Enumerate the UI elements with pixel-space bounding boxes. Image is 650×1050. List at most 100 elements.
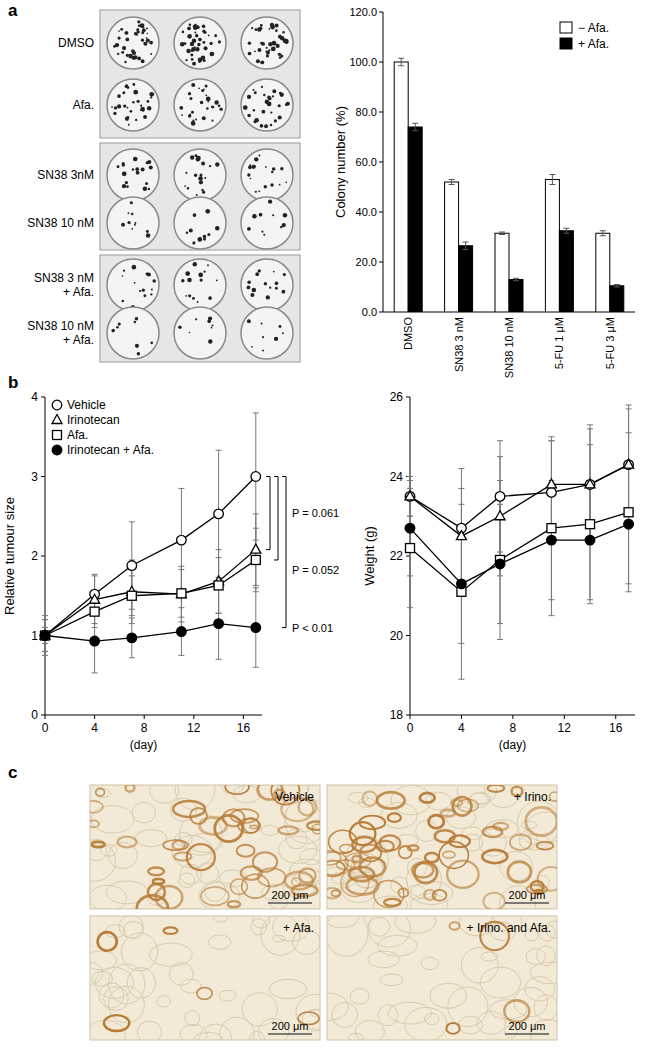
scale-bar (505, 902, 549, 904)
tissue (157, 996, 171, 1007)
colony (251, 346, 253, 348)
stain (398, 888, 408, 897)
colony (215, 226, 219, 230)
error-bar (398, 58, 404, 66)
colony (196, 25, 200, 29)
colony (211, 106, 214, 109)
point (586, 520, 595, 529)
colony (149, 92, 154, 97)
y-tick-label: 120.0 (349, 6, 377, 18)
error-bar (563, 228, 569, 233)
colony (263, 94, 265, 96)
colony (274, 337, 278, 341)
colony (255, 191, 257, 193)
plate-photo (100, 10, 300, 138)
tissue (380, 974, 403, 986)
point (585, 479, 595, 488)
point (406, 544, 415, 553)
bar (495, 233, 509, 312)
legend-label: + Afa. (578, 37, 609, 51)
tissue (150, 785, 179, 803)
colony (214, 100, 218, 104)
bar (509, 280, 523, 313)
point (90, 607, 99, 616)
y-tick (406, 556, 410, 557)
stain (441, 810, 455, 817)
colony (206, 97, 211, 102)
tissue (149, 943, 192, 966)
stain (526, 807, 557, 835)
colony (204, 177, 206, 179)
plate-well (241, 307, 293, 359)
tissue (90, 885, 127, 909)
colony (150, 293, 152, 295)
colony (126, 54, 129, 57)
x-tick (564, 715, 565, 719)
stain (420, 793, 435, 802)
stain (433, 890, 447, 901)
colony (131, 228, 133, 230)
colony (264, 185, 267, 188)
y-tick (41, 715, 45, 716)
colony (216, 279, 218, 281)
tissue (122, 933, 158, 971)
colony (279, 325, 282, 328)
plate-photo (100, 255, 300, 362)
colony (149, 41, 153, 45)
colony (255, 28, 258, 31)
colony (258, 48, 262, 52)
colony (121, 51, 124, 54)
colony (198, 87, 200, 89)
colony (267, 96, 270, 99)
colony (111, 106, 113, 108)
stain (457, 799, 478, 812)
colony (190, 155, 194, 159)
y-tick (406, 397, 410, 398)
row-label: + Afa. (63, 285, 94, 299)
colony (135, 119, 137, 121)
tissue (221, 785, 249, 795)
point (177, 589, 186, 598)
y-tick-label: 60.0 (356, 156, 377, 168)
scale-bar-label: 200 μm (509, 889, 546, 901)
x-tick-label: 16 (237, 721, 251, 735)
point (495, 492, 505, 502)
colony (285, 182, 287, 184)
colony (211, 325, 213, 327)
colony (140, 107, 145, 112)
row-label: SN38 3nM (37, 168, 94, 182)
colony (132, 168, 134, 170)
x-tick (461, 715, 462, 719)
colony (278, 35, 282, 39)
stain (327, 861, 345, 877)
y-tick (379, 12, 383, 13)
legend-marker (53, 431, 62, 440)
colony (209, 42, 212, 45)
plate-well (107, 79, 159, 131)
colony (258, 155, 260, 157)
colony (151, 289, 153, 291)
colony (135, 167, 139, 171)
error-bar (449, 180, 455, 185)
x-axis-title: (day) (499, 738, 526, 752)
colony (199, 174, 202, 177)
colony (278, 53, 281, 56)
colony (148, 188, 150, 190)
y-tick-label: 0.0 (362, 306, 377, 318)
tissue (526, 812, 557, 842)
y-axis-title: Colony number (%) (333, 106, 348, 218)
colony (195, 47, 199, 51)
colony (136, 100, 139, 103)
plate-well (174, 259, 226, 311)
colony (118, 323, 121, 326)
colony (192, 297, 195, 300)
colony (146, 161, 149, 164)
stain (483, 893, 505, 909)
tissue (194, 1032, 223, 1040)
bar (408, 127, 422, 312)
error-bar (549, 175, 555, 185)
colony (146, 33, 148, 35)
stain (482, 850, 507, 863)
stain (347, 877, 379, 895)
colony (111, 329, 115, 333)
